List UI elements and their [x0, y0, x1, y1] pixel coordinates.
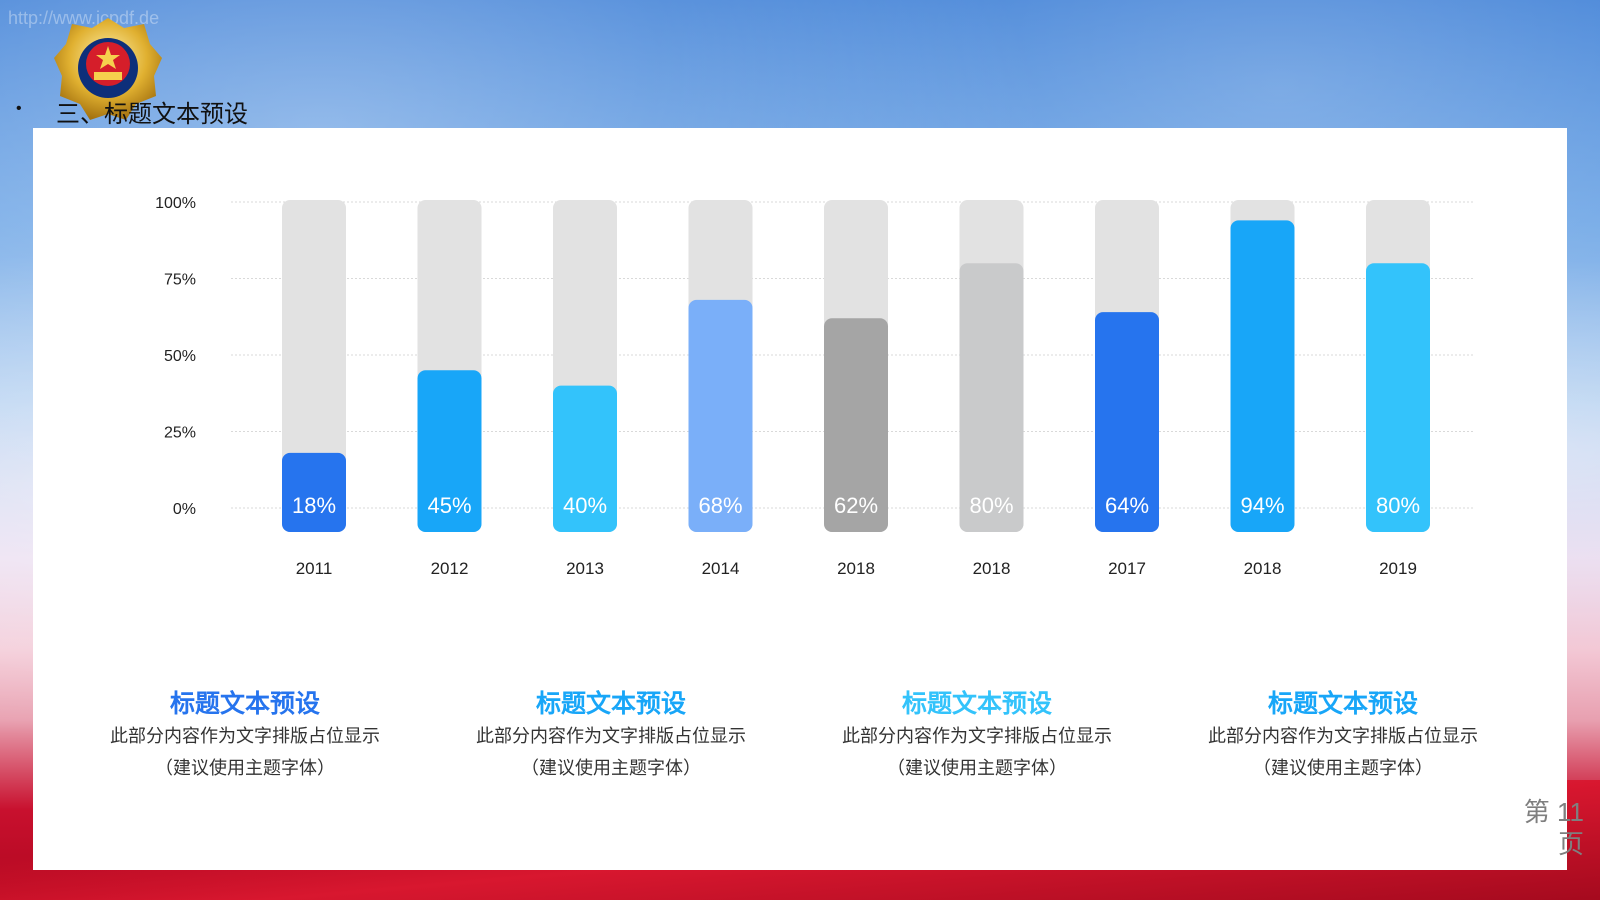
bar-value-label: 80%: [1376, 493, 1420, 518]
x-tick-label: 2018: [837, 559, 875, 578]
bar-value-label: 68%: [698, 493, 742, 518]
x-tick-label: 2019: [1379, 559, 1417, 578]
x-tick-label: 2011: [296, 559, 333, 578]
bar: [553, 385, 617, 532]
page-number-line1: 第 11: [1523, 797, 1584, 827]
info-title: 标题文本预设: [1267, 690, 1418, 718]
bar: [417, 370, 482, 532]
x-tick-label: 2017: [1108, 559, 1146, 578]
info-desc-line1: 此部分内容作为文字排版占位显示: [1208, 726, 1478, 746]
info-title: 标题文本预设: [901, 690, 1052, 718]
bar: [1095, 312, 1159, 532]
bar: [1230, 220, 1295, 533]
bar-value-label: 18%: [292, 493, 336, 518]
x-tick-label: 2018: [1244, 559, 1282, 578]
bar-chart: 0% 25% 50% 75% 100% 18% 2011 45% 2012 40% 2013 68% 2…: [155, 195, 1473, 578]
info-desc-line1: 此部分内容作为文字排版占位显示: [842, 726, 1112, 746]
police-emblem-icon: [54, 18, 162, 120]
y-tick-label: 50%: [164, 348, 196, 365]
slide-heading: 三、标题文本预设: [56, 101, 248, 128]
info-title: 标题文本预设: [169, 690, 320, 718]
bar: [959, 263, 1024, 532]
x-tick-label: 2018: [973, 559, 1011, 578]
info-desc-line2: （建议使用主题字体）: [1253, 758, 1433, 778]
info-desc-line2: （建议使用主题字体）: [521, 758, 701, 778]
info-desc-line1: 此部分内容作为文字排版占位显示: [110, 726, 380, 746]
bar-value-label: 80%: [969, 493, 1013, 518]
y-tick-label: 25%: [164, 425, 196, 442]
bullet-point: •: [16, 100, 22, 117]
info-desc-line1: 此部分内容作为文字排版占位显示: [476, 726, 746, 746]
bar: [282, 452, 346, 532]
y-tick-label: 0%: [173, 501, 196, 518]
bar: [1366, 263, 1430, 532]
info-title: 标题文本预设: [535, 690, 686, 718]
page-number: 第 11 页: [1520, 796, 1584, 860]
info-block-1: 标题文本预设 此部分内容作为文字排版占位显示 （建议使用主题字体）: [80, 688, 410, 784]
x-tick-label: 2014: [702, 559, 740, 578]
bar-value-label: 94%: [1240, 493, 1284, 518]
watermark-url: http://www.jcpdf.de: [8, 8, 160, 28]
bar: [688, 299, 753, 532]
info-desc-line2: （建议使用主题字体）: [887, 758, 1067, 778]
y-tick-label: 100%: [155, 195, 196, 212]
info-desc-line2: （建议使用主题字体）: [155, 758, 335, 778]
bar-value-label: 40%: [563, 493, 607, 518]
bar-value-label: 45%: [427, 493, 471, 518]
x-tick-label: 2012: [431, 559, 469, 578]
y-tick-label: 75%: [164, 272, 196, 289]
content-panel: 0% 25% 50% 75% 100% 18% 2011 45% 2012 40% 2013 68% 2…: [33, 128, 1567, 870]
bar-value-label: 64%: [1105, 493, 1149, 518]
info-block-4: 标题文本预设 此部分内容作为文字排版占位显示 （建议使用主题字体）: [1178, 688, 1508, 784]
x-tick-label: 2013: [566, 559, 604, 578]
bar-value-label: 62%: [834, 493, 878, 518]
info-block-3: 标题文本预设 此部分内容作为文字排版占位显示 （建议使用主题字体）: [812, 688, 1142, 784]
page-number-line2: 页: [1557, 829, 1584, 859]
bar: [824, 318, 888, 532]
bar-track: [282, 200, 346, 532]
info-block-2: 标题文本预设 此部分内容作为文字排版占位显示 （建议使用主题字体）: [446, 688, 776, 784]
